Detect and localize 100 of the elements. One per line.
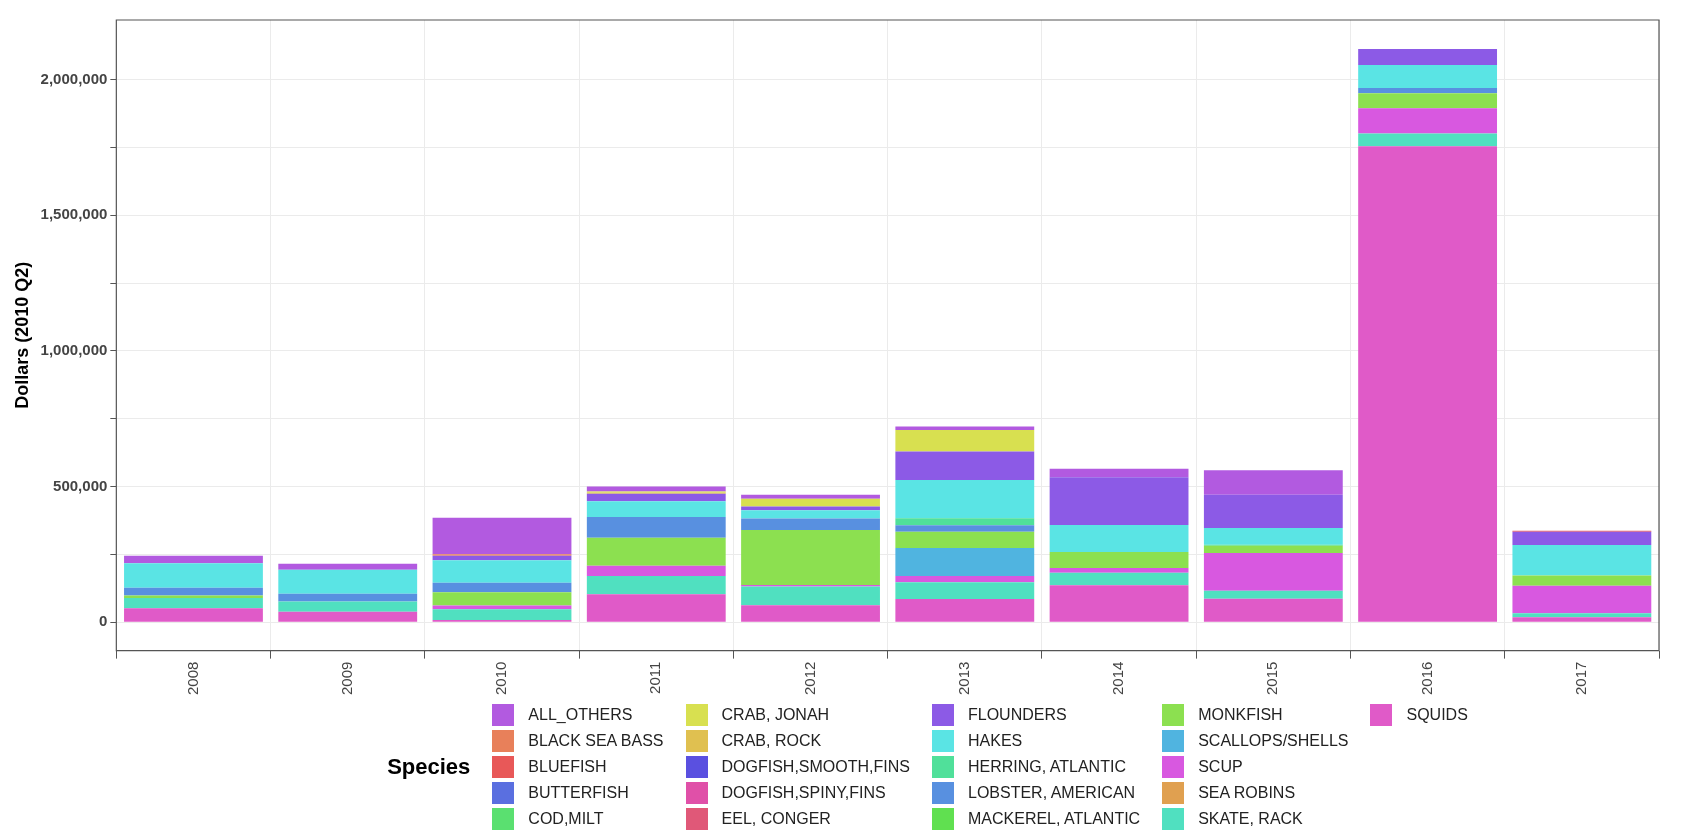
bar	[586, 576, 726, 595]
bar	[1049, 572, 1189, 586]
x-tick-label: 2011	[646, 661, 664, 694]
legend-label: DOGFISH,SMOOTH,FINS	[721, 758, 910, 776]
x-tick-label: 2014	[1109, 661, 1127, 696]
legend-label: SCUP	[1198, 758, 1243, 776]
bar	[895, 525, 1035, 532]
x-tick-label: 2010	[492, 661, 510, 696]
legend-label: EEL, CONGER	[721, 810, 831, 828]
bar	[741, 518, 880, 530]
bar	[741, 510, 880, 519]
bar	[1512, 575, 1652, 586]
legend-label: MONKFISH	[1198, 706, 1283, 724]
bar	[1203, 598, 1343, 622]
bar	[124, 555, 263, 564]
legend-label: ALL_OTHERS	[528, 706, 633, 724]
y-tick-label: 500,000	[53, 476, 108, 494]
legend-label: LOBSTER, AMERICAN	[967, 784, 1136, 802]
legend-label: FLOUNDERS	[967, 706, 1067, 724]
x-tick-label: 2017	[1572, 661, 1590, 696]
legend-label: BUTTERFISH	[528, 784, 629, 802]
bar	[432, 582, 572, 593]
bar	[1049, 525, 1189, 552]
bar	[278, 601, 418, 612]
bar	[278, 593, 418, 602]
legend-label: DOGFISH,SPINY,FINS	[721, 784, 886, 802]
x-tick-label: 2013	[954, 661, 972, 696]
bar	[432, 592, 572, 606]
bar	[1203, 552, 1343, 591]
x-tick-label: 2015	[1263, 661, 1281, 696]
legend-label: CRAB, JONAH	[721, 706, 830, 724]
legend-label: CRAB, ROCK	[721, 732, 822, 750]
y-axis-title: Dollars (2010 Q2)	[11, 261, 32, 409]
bar	[741, 498, 880, 507]
bar	[278, 569, 418, 594]
legend-label: HERRING, ATLANTIC	[967, 758, 1126, 776]
bar	[1358, 93, 1498, 109]
bar	[1512, 617, 1652, 622]
bar	[895, 451, 1035, 481]
bar	[741, 494, 880, 499]
bar	[586, 594, 726, 622]
bar	[432, 517, 572, 555]
bar	[1049, 551, 1189, 568]
bar	[1358, 65, 1498, 89]
bar	[1512, 585, 1652, 614]
x-tick-label: 2008	[183, 661, 201, 696]
bar	[895, 430, 1035, 452]
bar	[1512, 545, 1652, 576]
bar	[586, 516, 726, 538]
legend-label: COD,MILT	[528, 810, 604, 828]
legend-label: SQUIDS	[1406, 706, 1468, 724]
legend-title: Species	[387, 754, 471, 780]
bar	[1512, 613, 1652, 618]
y-tick-label: 1,500,000	[40, 205, 108, 223]
bar	[1358, 108, 1498, 134]
legend-label: SKATE, RACK	[1198, 810, 1303, 828]
legend-label: BLACK SEA BASS	[528, 732, 664, 750]
bar	[586, 565, 726, 577]
bar	[741, 586, 880, 606]
bar	[124, 598, 263, 609]
bar	[1203, 528, 1343, 545]
legend-label: MACKEREL, ATLANTIC	[967, 810, 1141, 828]
legend-label: HAKES	[967, 732, 1023, 750]
bar	[1049, 567, 1189, 573]
bar	[1203, 470, 1343, 495]
bar	[1203, 590, 1343, 599]
legend-label: SEA ROBINS	[1198, 784, 1296, 802]
bar	[586, 493, 726, 502]
y-tick-label: 1,000,000	[40, 341, 108, 359]
bar	[432, 560, 572, 583]
bar	[1358, 88, 1498, 94]
bar	[895, 548, 1035, 577]
bar	[124, 608, 263, 622]
bar	[278, 563, 418, 570]
bar	[1358, 146, 1498, 622]
bar	[124, 587, 263, 596]
bar	[741, 605, 880, 622]
bar	[1512, 531, 1652, 546]
bar	[586, 501, 726, 517]
bar	[895, 582, 1035, 600]
bar	[1049, 585, 1189, 622]
bar	[741, 529, 880, 585]
y-tick-label: 2,000,000	[40, 69, 108, 87]
x-tick-label: 2012	[800, 661, 818, 696]
bar	[895, 480, 1035, 519]
bar	[586, 537, 726, 566]
legend-label: SCALLOPS/SHELLS	[1198, 732, 1349, 750]
bar	[895, 531, 1035, 549]
bar	[895, 576, 1035, 583]
y-tick-label: 0	[98, 612, 108, 630]
bar	[432, 609, 572, 620]
bar	[895, 599, 1035, 622]
bar	[1203, 545, 1343, 553]
legend-label: BLUEFISH	[528, 758, 607, 776]
x-tick-label: 2009	[337, 661, 355, 696]
bar	[1049, 468, 1189, 478]
bar	[1203, 494, 1343, 529]
bar	[278, 611, 418, 622]
bar	[124, 563, 263, 588]
bar	[1049, 477, 1189, 526]
